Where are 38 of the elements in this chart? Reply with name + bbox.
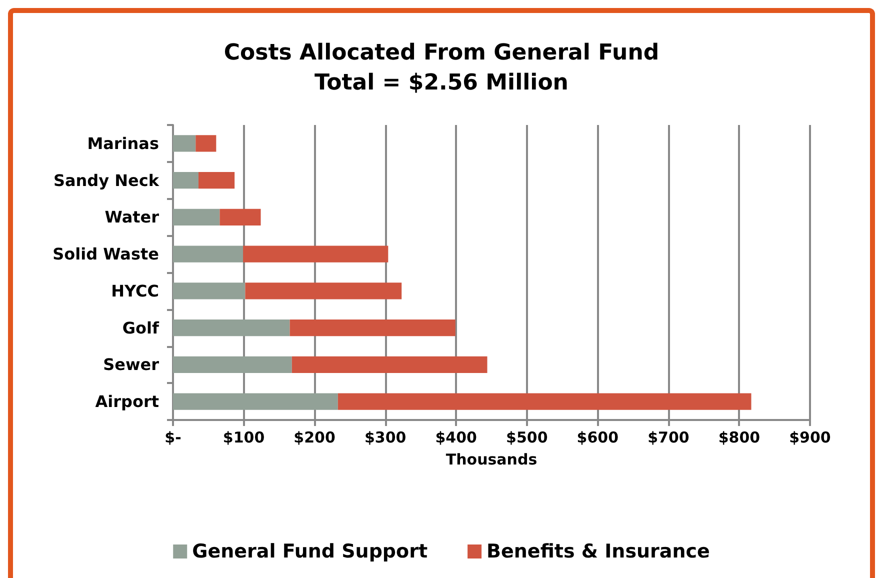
x-tick-label: $600 <box>576 428 619 446</box>
y-tick-label: Airport <box>95 392 160 412</box>
y-tick-label: Sewer <box>103 355 160 374</box>
x-tick-label: $- <box>164 428 182 446</box>
bar <box>173 208 220 226</box>
y-tick-label: HYCC <box>111 281 159 300</box>
x-tick-label: $900 <box>789 428 831 446</box>
bar <box>173 356 292 373</box>
bar <box>198 172 235 189</box>
legend-label: Benefits & Insurance <box>486 540 710 562</box>
y-tick-label: Water <box>104 208 160 227</box>
legend-label: General Fund Support <box>192 540 428 562</box>
bar <box>173 393 338 410</box>
bar <box>290 320 456 336</box>
bar <box>173 172 198 189</box>
bar <box>243 246 388 262</box>
y-tick-label: Golf <box>122 318 160 338</box>
x-tick-label: $700 <box>648 428 690 446</box>
x-axis-title: Thousands <box>446 450 538 468</box>
bar <box>292 356 488 373</box>
bar <box>173 320 290 336</box>
bar <box>173 246 244 262</box>
bar <box>220 208 261 226</box>
x-tick-label: $500 <box>506 428 548 446</box>
x-tick-label: $200 <box>294 428 336 446</box>
x-tick-label: $100 <box>222 428 265 446</box>
bar <box>338 393 752 410</box>
bar <box>173 135 196 152</box>
y-tick-label: Sandy Neck <box>53 170 160 190</box>
y-tick-label: Marinas <box>87 134 159 153</box>
chart-title: Costs Allocated From General Fund Total = $2.56 Million <box>224 40 660 96</box>
x-tick-label: $800 <box>718 428 760 446</box>
bar <box>173 282 246 300</box>
bar <box>245 282 402 300</box>
x-tick-label: $400 <box>435 428 477 446</box>
y-tick-label: Solid Waste <box>52 244 160 264</box>
bar <box>196 135 216 152</box>
x-tick-label: $300 <box>364 428 406 446</box>
